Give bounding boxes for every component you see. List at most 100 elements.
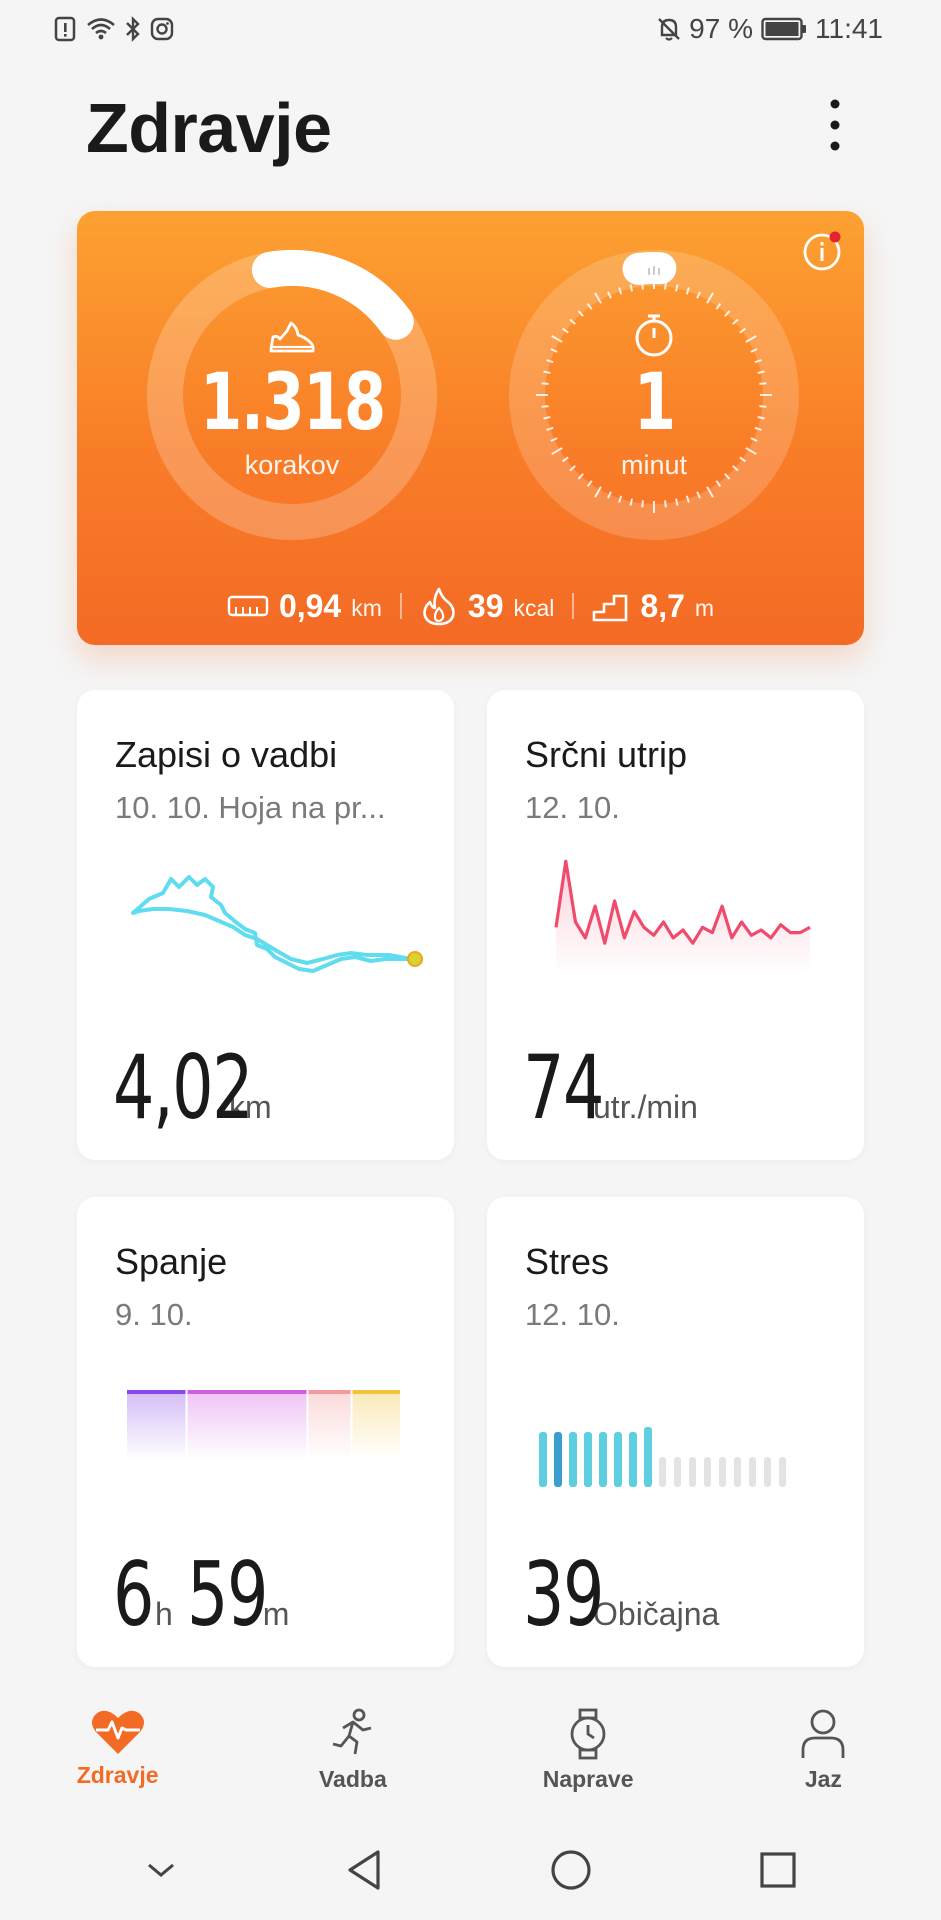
minutes-readout: 1 minut (524, 311, 784, 481)
clock: 11:41 (815, 13, 883, 44)
minute-tick (641, 500, 644, 508)
heart-rate-line (554, 859, 811, 945)
stress-bar (764, 1457, 771, 1487)
sleep-duration: 6 h 59 m (113, 1551, 289, 1639)
minute-tick (724, 473, 731, 480)
distance-metric: 0,94 km (209, 588, 400, 625)
heart-rate-tile[interactable]: Srčni utrip 12. 10. 74 utr./min (487, 690, 864, 1160)
steps-ring (147, 250, 437, 540)
status-icons-left (54, 16, 174, 42)
minute-tick (577, 310, 584, 317)
distance-unit: km (351, 594, 382, 621)
minute-tick (594, 486, 602, 498)
stress-tile[interactable]: Stres 12. 10. 39 Običajna (487, 1197, 864, 1667)
sleep-stages-chart (127, 1390, 400, 1460)
status-bar: 97 % 11:41 (0, 0, 941, 58)
minute-tick (706, 292, 714, 304)
stress-value: 39 (523, 1543, 604, 1646)
stress-score: 39 Običajna (523, 1551, 719, 1639)
minute-tick (750, 348, 758, 353)
info-icon (803, 231, 841, 271)
mute-icon (657, 16, 681, 42)
minute-tick (754, 359, 762, 364)
nav-item-health[interactable]: Zdravje (28, 1690, 208, 1820)
wifi-icon (86, 17, 116, 41)
heart-rate-value-group: 74 utr./min (523, 1044, 698, 1132)
minute-tick (546, 359, 554, 364)
minute-tick (569, 318, 576, 325)
status-icons-right: 97 % 11:41 (657, 13, 883, 45)
stress-bar (749, 1457, 756, 1487)
climb-metric: 8,7 m (574, 588, 732, 625)
flame-icon (423, 587, 455, 626)
stress-bar (554, 1432, 562, 1487)
heart-rate-value: 74 (523, 1036, 604, 1139)
minute-tick (569, 465, 576, 472)
stress-bar (704, 1457, 711, 1487)
minute-tick (629, 284, 633, 292)
recents-icon[interactable] (758, 1850, 798, 1890)
nav-label: Zdravje (76, 1762, 159, 1788)
tile-subtitle: 9. 10. (115, 1297, 193, 1332)
activity-summary-card[interactable]: 1.318 korakov 1 minut 0,94 km 39 kcal (77, 211, 864, 645)
minute-tick (750, 437, 758, 442)
stress-bar (599, 1432, 607, 1487)
stress-bar (539, 1432, 547, 1487)
minutes-label: minut (620, 450, 688, 480)
sleep-tile[interactable]: Spanje 9. 10. 6 h 59 m (77, 1197, 454, 1667)
nav-label: Vadba (318, 1766, 387, 1792)
nav-item-workout[interactable]: Vadba (263, 1690, 443, 1820)
heart-rate-chart (554, 859, 811, 975)
minute-tick (629, 498, 633, 506)
minutes-value: 1 (633, 358, 676, 448)
more-options-button[interactable] (815, 95, 855, 155)
minute-tick (551, 447, 563, 455)
bluetooth-icon (124, 16, 142, 42)
minute-tick (732, 465, 739, 472)
more-vertical-icon (830, 99, 840, 151)
tile-title: Srčni utrip (525, 734, 688, 775)
minute-tick (550, 348, 558, 353)
minute-tick (577, 473, 584, 480)
workout-distance: 4,02 km (113, 1044, 272, 1132)
chevron-down-icon[interactable] (143, 1859, 179, 1881)
workout-records-tile[interactable]: Zapisi o vadbi 10. 10. Hoja na pr... 4,0… (77, 690, 454, 1160)
stress-bar (779, 1457, 786, 1487)
minute-tick (739, 456, 746, 463)
sleep-stage-rem (308, 1394, 351, 1460)
stress-bar (644, 1427, 652, 1487)
calories-metric: 39 kcal (402, 586, 573, 626)
sleep-minutes-unit: m (262, 1596, 290, 1632)
minute-tick (543, 370, 551, 374)
minute-tick (546, 426, 554, 431)
info-button[interactable] (802, 228, 846, 272)
workout-route-map (131, 875, 423, 973)
home-icon[interactable] (549, 1848, 593, 1892)
minutes-ring (509, 250, 799, 540)
stress-bar (674, 1457, 681, 1487)
nav-item-devices[interactable]: Naprave (498, 1690, 678, 1820)
stress-bar (569, 1432, 577, 1487)
nav-label: Jaz (804, 1766, 842, 1792)
minute-tick (562, 327, 569, 334)
minute-tick (551, 335, 563, 343)
tile-subtitle: 12. 10. (525, 790, 620, 825)
minute-tick (550, 437, 558, 442)
tile-subtitle: 10. 10. Hoja na pr... (115, 790, 386, 825)
sleep-stage-bar-rem (308, 1390, 351, 1394)
nav-item-me[interactable]: Jaz (733, 1690, 913, 1820)
workout-distance-unit: km (229, 1089, 272, 1125)
minute-tick (732, 318, 739, 325)
minute-tick (757, 416, 765, 420)
calories-value: 39 (467, 587, 504, 624)
steps-readout: 1.318 korakov (162, 319, 422, 481)
sleep-minutes: 59 (186, 1543, 268, 1646)
minute-tick (757, 370, 765, 374)
back-icon[interactable] (344, 1848, 384, 1892)
stairs-icon (593, 594, 628, 622)
battery-icon (761, 17, 807, 41)
sleep-stage-bar-awake (352, 1390, 400, 1394)
minute-tick (541, 405, 549, 408)
minute-tick (586, 480, 593, 487)
stress-level: Običajna (593, 1596, 720, 1632)
